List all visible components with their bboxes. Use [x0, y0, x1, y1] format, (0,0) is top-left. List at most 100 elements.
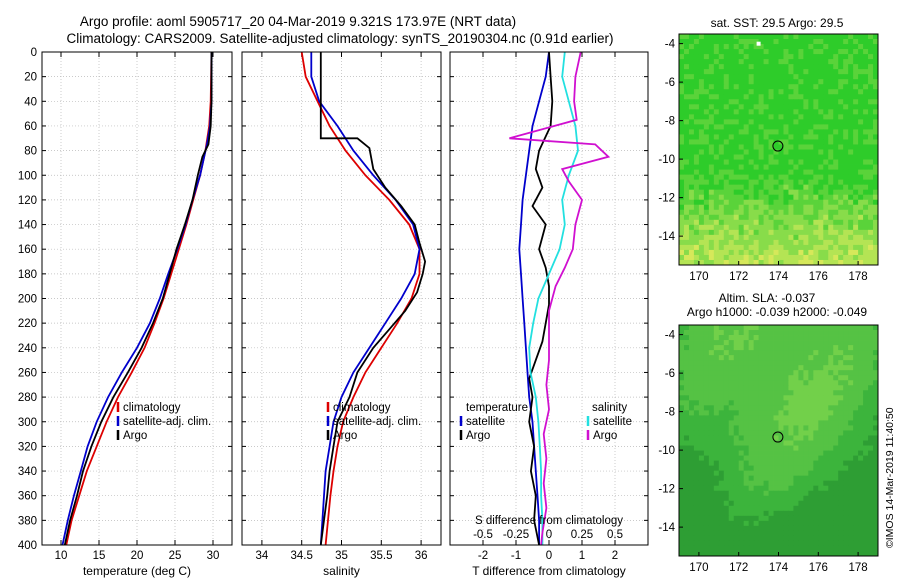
- map-cell: [693, 490, 700, 497]
- map-cell: [733, 189, 740, 196]
- map-cell: [833, 415, 839, 421]
- map-cell: [718, 104, 725, 110]
- map-cell: [758, 74, 764, 80]
- map-cell: [803, 114, 809, 120]
- map-cell: [679, 325, 685, 331]
- map-cell: [748, 535, 755, 542]
- map-cell: [768, 430, 774, 436]
- x-axis-label: temperature (deg C): [83, 564, 191, 578]
- map-cell: [793, 520, 799, 527]
- map-cell: [848, 104, 854, 110]
- map-cell: [753, 520, 760, 527]
- map-cell: [773, 470, 779, 477]
- map-cell: [788, 114, 794, 120]
- map-cell: [803, 490, 809, 497]
- map-cell: [758, 420, 764, 426]
- map-cell: [848, 249, 854, 256]
- map-cell: [698, 545, 705, 552]
- x-tick-label: 1: [579, 550, 585, 562]
- map-cell: [793, 505, 799, 512]
- map-cell: [733, 340, 740, 346]
- map-cell: [768, 335, 774, 341]
- map-cell: [688, 239, 695, 246]
- map-cell: [843, 535, 849, 542]
- map-cell: [723, 395, 730, 401]
- map-cell: [843, 405, 849, 411]
- map-cell: [758, 525, 764, 532]
- map-cell: [708, 139, 715, 145]
- map-cell: [748, 199, 755, 206]
- map-cell: [863, 380, 869, 386]
- map-cell: [733, 214, 740, 221]
- map-cell: [788, 69, 794, 75]
- map-cell: [833, 530, 839, 537]
- map-cell: [723, 550, 730, 557]
- map-cell: [858, 84, 864, 90]
- map-cell: [778, 69, 784, 75]
- map-cell: [708, 124, 715, 130]
- map-cell: [843, 420, 849, 426]
- map-cell: [823, 99, 829, 105]
- map-cell: [803, 129, 809, 135]
- map-cell: [793, 169, 799, 176]
- map-cell: [693, 64, 700, 70]
- map-cell: [768, 59, 774, 65]
- map-cell: [863, 530, 869, 537]
- map-cell: [823, 470, 829, 477]
- map-cell: [783, 174, 789, 181]
- map-cell: [843, 480, 849, 487]
- map-cell: [703, 119, 710, 125]
- map-cell: [728, 244, 735, 251]
- map-cell: [693, 450, 700, 456]
- map-cell: [738, 345, 745, 351]
- map-cell: [858, 510, 864, 517]
- map-cell: [758, 224, 764, 231]
- map-cell: [838, 239, 844, 246]
- map-cell: [778, 44, 784, 50]
- map-cell: [788, 505, 794, 512]
- map-cell: [708, 119, 715, 125]
- map-cell: [698, 189, 705, 196]
- map-cell: [679, 74, 685, 80]
- map-cell: [783, 485, 789, 492]
- map-cell: [788, 515, 794, 522]
- map-cell: [863, 470, 869, 477]
- map-cell: [868, 189, 874, 196]
- map-cell: [813, 485, 819, 492]
- map-cell: [698, 94, 705, 100]
- map-cell: [813, 370, 819, 376]
- map-cell: [873, 510, 879, 517]
- map-cell: [693, 129, 700, 135]
- map-cell: [843, 520, 849, 527]
- map-cell: [858, 214, 864, 221]
- map-cell: [723, 400, 730, 406]
- map-cell: [873, 535, 879, 542]
- map-cell: [858, 154, 864, 160]
- map-cell: [683, 104, 690, 110]
- map-cell: [753, 545, 760, 552]
- map-cell: [723, 345, 730, 351]
- map-cell: [828, 239, 834, 246]
- map-cell: [863, 520, 869, 527]
- map-cell: [753, 34, 760, 40]
- map-cell: [813, 229, 819, 236]
- map-cell: [828, 59, 834, 65]
- map-cell: [833, 550, 839, 557]
- map-cell: [783, 39, 789, 45]
- map-cell: [773, 365, 779, 371]
- map-cell: [778, 485, 784, 492]
- map-cell: [723, 104, 730, 110]
- map-cell: [743, 390, 750, 396]
- map-cell: [833, 69, 839, 75]
- map-cell: [868, 99, 874, 105]
- map-cell: [868, 59, 874, 65]
- map-cell: [703, 430, 710, 436]
- map-cell: [788, 64, 794, 70]
- map-cell: [768, 500, 774, 507]
- map-cell: [748, 510, 755, 517]
- map-cell: [728, 520, 735, 527]
- map-cell: [783, 550, 789, 557]
- map-cell: [698, 425, 705, 431]
- map-cell: [743, 44, 750, 50]
- map-cell: [688, 445, 695, 451]
